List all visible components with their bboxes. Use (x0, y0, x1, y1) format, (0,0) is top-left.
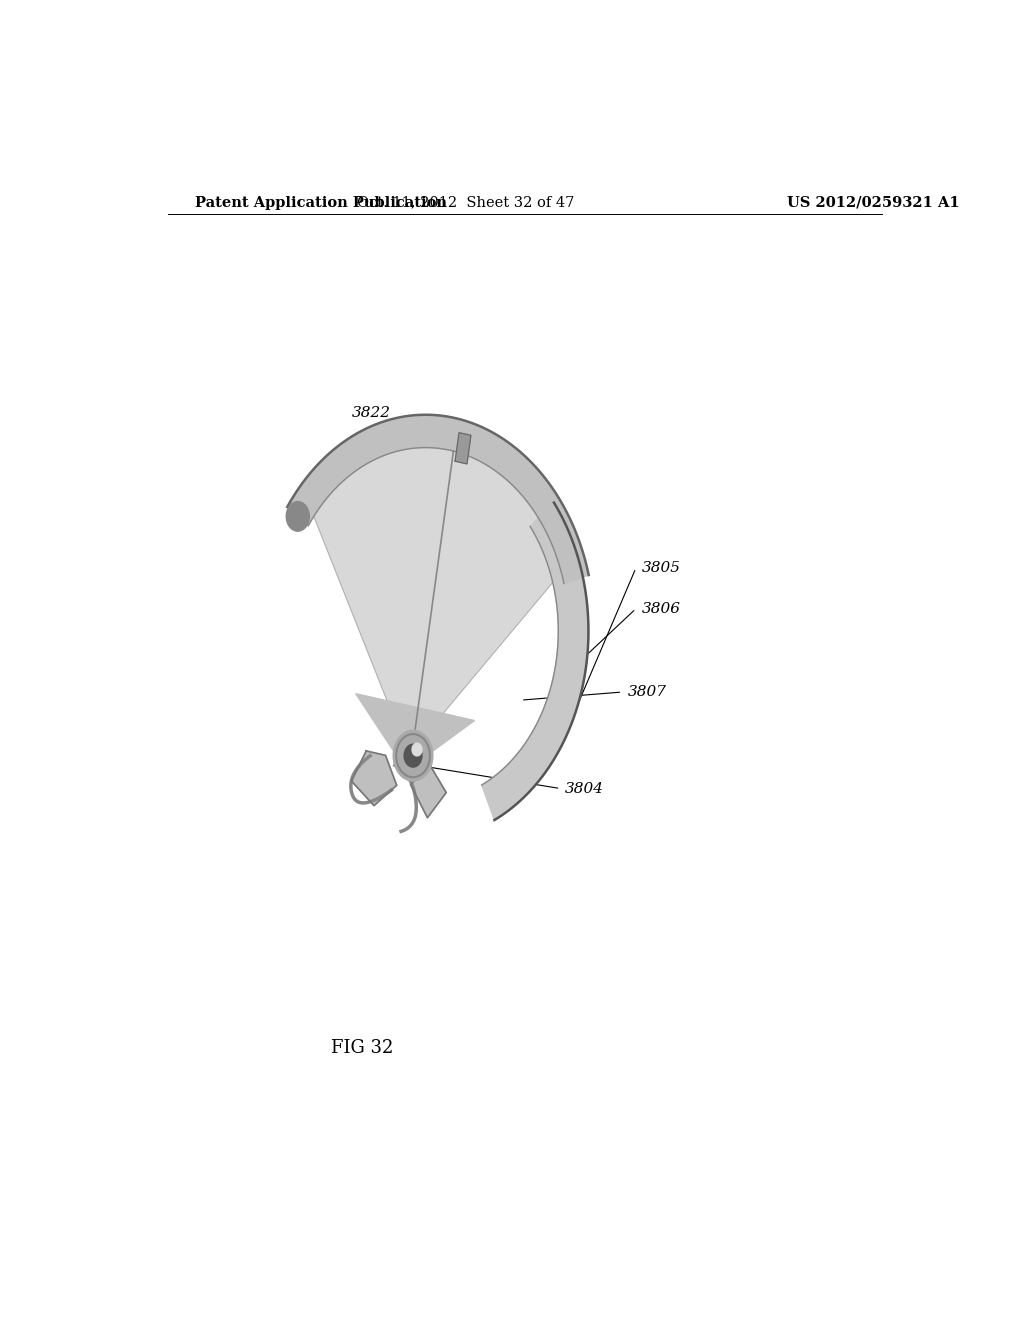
Polygon shape (455, 433, 471, 463)
Circle shape (404, 744, 422, 767)
Text: 3806: 3806 (641, 602, 681, 615)
Text: 3822: 3822 (352, 405, 391, 420)
Circle shape (393, 730, 433, 781)
Circle shape (412, 743, 422, 756)
Polygon shape (355, 694, 474, 758)
Text: 3805: 3805 (641, 561, 681, 576)
Text: 3807: 3807 (628, 685, 667, 700)
Polygon shape (481, 503, 589, 820)
Text: FIG 32: FIG 32 (331, 1039, 393, 1057)
Text: 3804: 3804 (564, 781, 603, 796)
Circle shape (287, 502, 309, 531)
Polygon shape (288, 414, 589, 583)
Text: Oct. 11, 2012  Sheet 32 of 47: Oct. 11, 2012 Sheet 32 of 47 (356, 195, 574, 210)
Text: Patent Application Publication: Patent Application Publication (196, 195, 447, 210)
Polygon shape (310, 438, 567, 755)
Polygon shape (351, 751, 396, 805)
Polygon shape (411, 766, 446, 817)
Text: US 2012/0259321 A1: US 2012/0259321 A1 (786, 195, 959, 210)
